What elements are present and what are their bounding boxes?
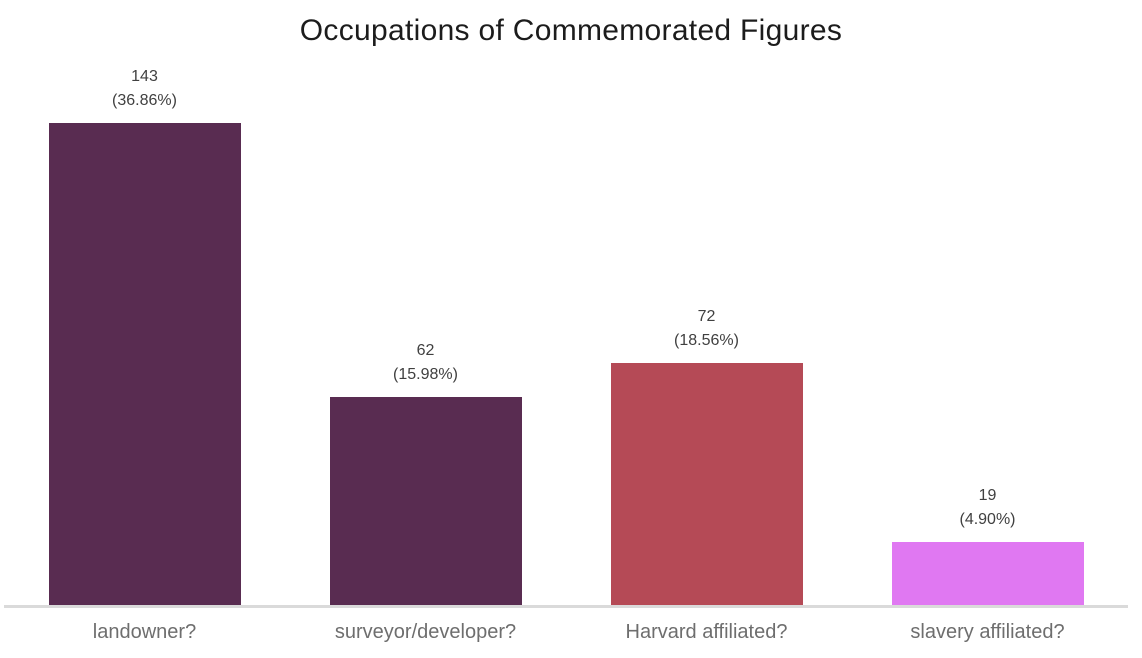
bar-value-label: 62 (15.98%) [285, 339, 566, 387]
bar-value: 72 [697, 307, 716, 325]
bar-value-label: 19 (4.90%) [847, 484, 1128, 532]
x-axis-line [4, 605, 1128, 608]
bar-percent: (36.86%) [112, 92, 177, 109]
bar-landowner [48, 123, 241, 606]
x-axis-label-surveyor-developer: surveyor/developer? [334, 621, 517, 643]
bar-harvard-affiliated [610, 362, 803, 606]
bar-percent: (18.56%) [674, 331, 739, 349]
chart-title: Occupations of Commemorated Figures [299, 14, 843, 47]
bar-percent: (4.90%) [959, 510, 1016, 528]
bar-group-slavery-affiliated: 19 (4.90%) [847, 0, 1128, 606]
x-axis-label-harvard-affiliated: Harvard affiliated? [625, 621, 788, 643]
x-axis-label-landowner: landowner? [92, 621, 197, 643]
bar-value-label: 72 (18.56%) [566, 305, 847, 353]
x-axis-label-slavery-affiliated: slavery affiliated? [910, 621, 1065, 643]
x-axis-labels: landowner? surveyor/developer? Harvard a… [4, 621, 1128, 651]
bar-surveyor-developer [329, 396, 522, 606]
bar-value-label: 143 (36.86%) [4, 65, 285, 113]
bar-slavery-affiliated [891, 541, 1084, 606]
bar-value: 143 [131, 68, 158, 85]
bar-value: 62 [416, 341, 435, 359]
bar-group-harvard-affiliated: 72 (18.56%) [566, 0, 847, 606]
bar-value: 19 [978, 486, 997, 504]
bar-group-landowner: 143 (36.86%) [4, 0, 285, 606]
bar-percent: (15.98%) [393, 365, 458, 383]
plot-area: 143 (36.86%) 62 (15.98%) 72 (18.56%) 19 … [4, 0, 1128, 606]
bar-group-surveyor-developer: 62 (15.98%) [285, 0, 566, 606]
